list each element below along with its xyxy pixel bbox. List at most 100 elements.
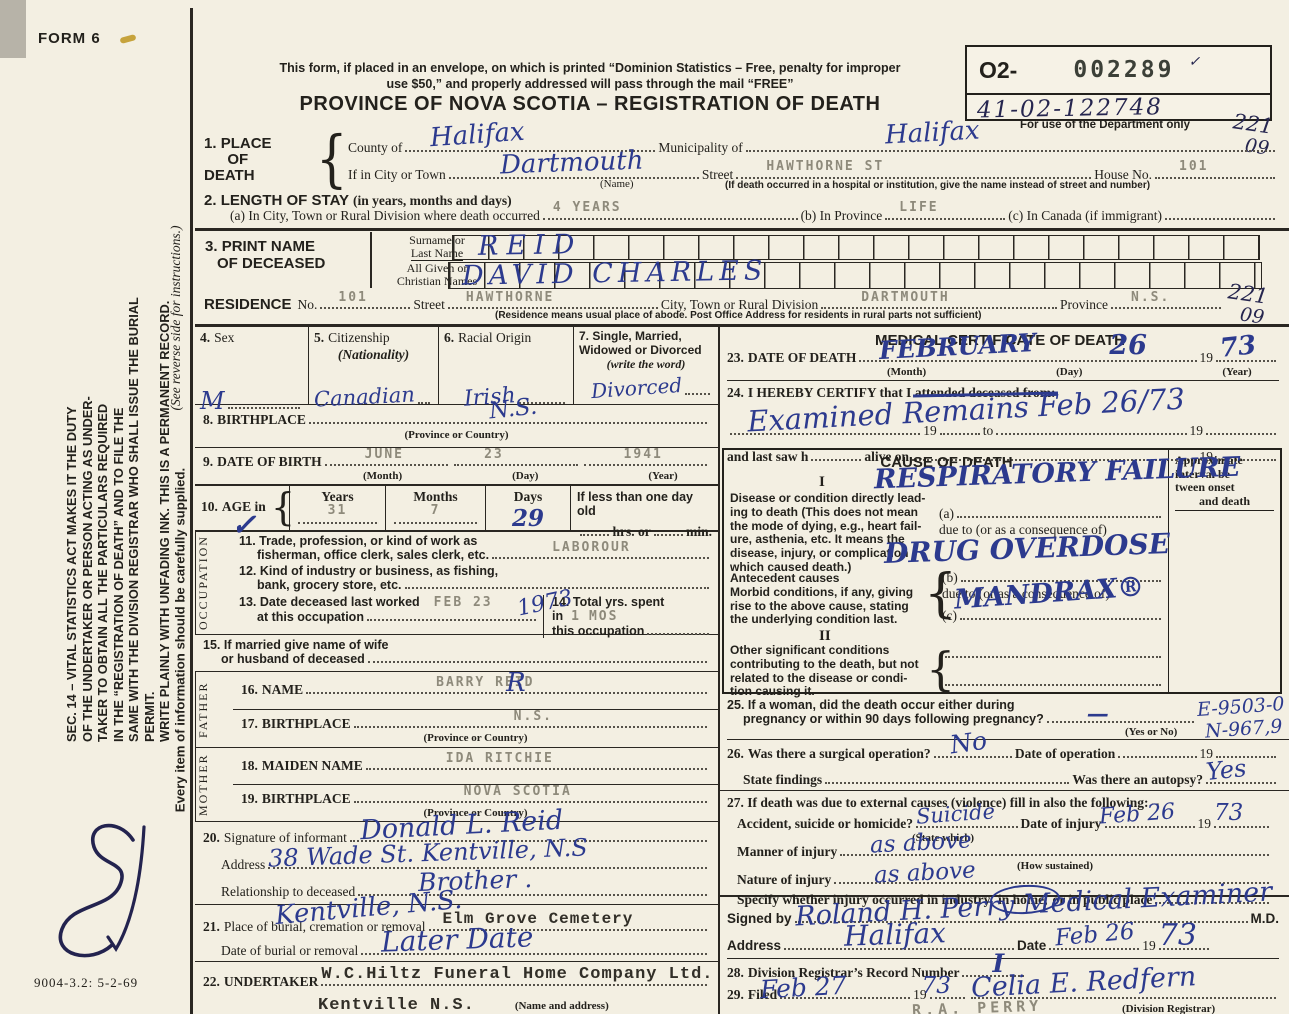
cause-part1: I (819, 474, 825, 490)
mail-notice-line1: This form, if placed in an envelope, on … (279, 61, 901, 75)
dotted-line: 73 (1158, 918, 1209, 953)
q26-num: 26. (727, 746, 744, 761)
q18-value: IDA RITCHIE (445, 751, 554, 766)
dotted-line: N.S. (308, 394, 707, 424)
q10-years-cell: Years 31 (289, 486, 386, 530)
sec14-line: TAKER TO OBTAIN ALL THE PARTICULARS REQU… (94, 403, 110, 742)
q28-value: I (992, 949, 1005, 978)
cause-part2: II (819, 628, 831, 644)
q6-cell: 6. Racial Origin Irish (439, 326, 574, 412)
dotted-line (417, 400, 430, 404)
q3-label2: OF DECEASED (217, 255, 326, 272)
cause-brace-bc: { (924, 564, 958, 624)
dotted-line (945, 654, 1161, 658)
cause-a-label: (a) (939, 506, 954, 521)
q2-section: 2. LENGTH OF STAY (in years, months and … (204, 192, 1284, 210)
father-section: FATHER 16. NAME BARRY REID R 17. BIRTHPLACE N… (195, 668, 718, 748)
q27-19: 19 (1197, 816, 1212, 831)
q10-months-cell: Months 7 (386, 486, 486, 530)
mail-notice-line2: use $50,” and properly addressed will pa… (386, 77, 794, 91)
q10-num: 10. (201, 499, 218, 514)
department-box: O2- 002289 ✓ 41-02-122748 (965, 45, 1272, 123)
q10-days-label: Days (513, 489, 543, 504)
q4-num: 4. (200, 330, 211, 345)
disease-line: Disease or condition directly lead- (730, 491, 926, 505)
q2-num: 2. (204, 192, 217, 209)
dotted-line (912, 457, 1197, 461)
q1-street-label: Street (701, 167, 734, 182)
dotted-line: LABOROUR (492, 540, 709, 559)
q14-label2: this occupation (552, 624, 645, 638)
cause-due1: due to (or as a consequence of) (939, 522, 1107, 537)
disease-line: disease, injury, or complication (730, 546, 909, 561)
signed-addr-label: Address (727, 938, 782, 953)
q19-label: BIRTHPLACE (261, 791, 351, 806)
q10-check: ✓ (231, 508, 257, 543)
q9-month-sub: (Month) (363, 470, 403, 482)
dotted-line: 73 (1214, 800, 1269, 828)
q23-num: 23. (727, 350, 744, 365)
dotted-line (945, 682, 1161, 686)
q20-sig-label: Signature of informant (223, 830, 347, 845)
q24-label: I HEREBY CERTIFY that I (747, 385, 912, 400)
q1-label2: OF (227, 151, 249, 168)
q3-surname-value: REID (477, 229, 583, 262)
q22-label: UNDERTAKER (223, 974, 319, 989)
q26-date-label: Date of operation (1014, 746, 1116, 761)
q10-hrs-label: hrs. or (612, 524, 651, 539)
residence-no-label: No. (297, 297, 318, 312)
other-dotted-1 (942, 654, 1164, 658)
other-line: related to the disease or condi- (730, 670, 908, 685)
q1-label: 1. PLACE OF DEATH (204, 136, 272, 184)
q1-num: 1. (204, 135, 217, 152)
given-name-grid (448, 262, 1262, 289)
residence-city-label: City, Town or Rural Division (660, 297, 819, 312)
dotted-line: LIFE (885, 200, 1006, 220)
department-box-top: O2- 002289 ✓ (967, 47, 1270, 95)
signed-addr-value: Halifax (843, 916, 947, 953)
dotted-line: as above (834, 857, 1269, 889)
surname-grid (452, 235, 1260, 260)
q25-label2: pregnancy or within 90 days following pr… (743, 712, 1044, 726)
dotted-line: 101 (1155, 159, 1275, 179)
interval-line: interval be- (1175, 466, 1234, 481)
dotted-line: Later Date (361, 920, 707, 959)
q1-label3: DEATH (204, 167, 255, 184)
q1-municipality-label: Municipality of (658, 140, 743, 155)
q12-num: 12. (239, 564, 257, 578)
birthplace-section: 8. BIRTHPLACE N.S. (Province or Country) (195, 394, 718, 448)
dotted-line (1206, 431, 1277, 435)
q2-c-label: (c) In Canada (if immigrant) (1008, 208, 1162, 223)
q7-label2: Widowed or Divorced (579, 343, 702, 357)
cause-a-row: (a) (939, 506, 1164, 522)
q25-section: 25. If a woman, did the death occur eith… (727, 693, 1289, 743)
other-line: tion causing it. (730, 684, 815, 699)
cause-of-death-box: Approximate interval be- tween onset and… (722, 448, 1282, 698)
dotted-line (367, 659, 707, 663)
q22-num: 22. (203, 974, 220, 989)
q20-num: 20. (203, 830, 220, 845)
q21-date-value: Later Date (380, 920, 535, 959)
form-number: FORM 6 (38, 30, 101, 47)
q6-num: 6. (444, 330, 455, 345)
residence-label: RESIDENCE (204, 296, 292, 313)
q29-19: 19 (913, 987, 927, 1002)
q3-surname-label2: Last Name (410, 246, 464, 261)
q29-sub: (Division Registrar) (1122, 1003, 1216, 1014)
cause-disease-label: Disease or condition directly lead- ing … (730, 491, 935, 575)
other-line: Other significant conditions (730, 643, 890, 657)
q15-label1: If married give name of wife (223, 638, 389, 652)
q2-b-label: (b) In Province (800, 208, 883, 223)
see-reverse-note: (See reverse side for instructions.) (168, 225, 183, 411)
q9-num: 9. (203, 454, 214, 469)
interval-line: and death (1175, 494, 1274, 511)
q25-num: 25. (727, 698, 745, 712)
q24-last-label: and last saw h (727, 449, 809, 464)
q27-kind-value: Suicide (915, 799, 996, 829)
q29-num: 29. (727, 987, 744, 1002)
q26-section: 26. Was there a surgical operation? No Date… (727, 726, 1279, 790)
antecedent-line: Antecedent causes (730, 571, 840, 585)
father-side-label: FATHER (195, 672, 233, 747)
q20-addr-label: Address (221, 857, 266, 872)
dotted-line: Donald L. Reid (349, 805, 707, 846)
